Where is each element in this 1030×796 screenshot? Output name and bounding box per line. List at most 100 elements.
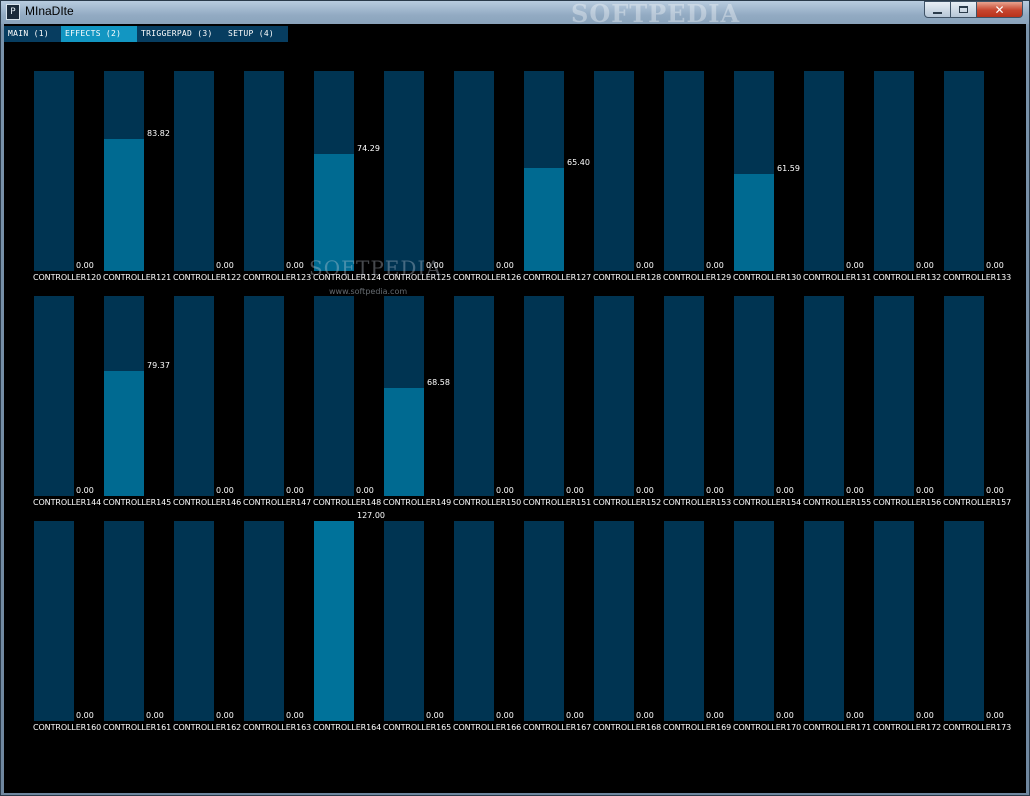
slider-track[interactable] [104,296,144,496]
controller-slider[interactable]: 0.00 CONTROLLER156 [844,296,941,510]
controller-slider[interactable]: 0.00 CONTROLLER146 [144,296,241,510]
slider-track[interactable] [594,296,634,496]
controller-slider[interactable]: 0.00 CONTROLLER148 [284,296,381,510]
controller-slider[interactable]: 127.00 CONTROLLER164 [284,511,385,735]
controller-slider[interactable]: 68.58 CONTROLLER149 [354,296,451,510]
controller-slider[interactable]: 0.00 CONTROLLER122 [144,71,241,285]
slider-track[interactable] [804,521,844,721]
controller-slider[interactable]: 0.00 CONTROLLER165 [354,521,451,735]
slider-track[interactable] [34,521,74,721]
slider-track[interactable] [34,71,74,271]
slider-track[interactable] [454,521,494,721]
controller-slider[interactable]: 0.00 CONTROLLER163 [214,521,311,735]
controller-slider[interactable]: 0.00 CONTROLLER152 [564,296,661,510]
controller-value: 0.00 [216,261,234,270]
controller-slider[interactable]: 0.00 CONTROLLER120 [4,71,101,285]
controller-slider[interactable]: 0.00 CONTROLLER123 [214,71,311,285]
slider-track[interactable] [314,521,354,721]
controller-slider[interactable]: 0.00 CONTROLLER150 [424,296,521,510]
tab-main[interactable]: MAIN (1) [4,26,61,42]
slider-track[interactable] [384,71,424,271]
slider-track[interactable] [664,296,704,496]
controller-slider[interactable]: 0.00 CONTROLLER131 [774,71,871,285]
slider-track[interactable] [874,71,914,271]
controller-slider[interactable]: 0.00 CONTROLLER170 [704,521,801,735]
slider-track[interactable] [244,521,284,721]
maximize-button[interactable] [951,1,977,18]
controller-slider[interactable]: 0.00 CONTROLLER169 [634,521,731,735]
slider-track[interactable] [384,296,424,496]
slider-track[interactable] [874,296,914,496]
controller-slider[interactable]: 0.00 CONTROLLER151 [494,296,591,510]
slider-track[interactable] [734,521,774,721]
controller-slider[interactable]: 0.00 CONTROLLER161 [74,521,171,735]
slider-track[interactable] [104,71,144,271]
slider-track[interactable] [174,296,214,496]
slider-track[interactable] [34,296,74,496]
slider-track[interactable] [314,71,354,271]
slider-track[interactable] [734,71,774,271]
controller-slider[interactable]: 0.00 CONTROLLER160 [4,521,101,735]
slider-track[interactable] [174,521,214,721]
slider-track[interactable] [174,71,214,271]
controller-label: CONTROLLER163 [243,723,312,732]
slider-track[interactable] [244,71,284,271]
slider-track[interactable] [314,296,354,496]
controller-value: 68.58 [427,378,450,387]
controller-slider[interactable]: 0.00 CONTROLLER162 [144,521,241,735]
slider-track[interactable] [664,521,704,721]
slider-track[interactable] [804,71,844,271]
controller-slider[interactable]: 61.59 CONTROLLER130 [704,71,801,285]
slider-track[interactable] [524,521,564,721]
slider-track[interactable] [664,71,704,271]
slider-track[interactable] [104,521,144,721]
slider-track[interactable] [594,521,634,721]
slider-track[interactable] [944,521,984,721]
controller-value: 0.00 [286,486,304,495]
slider-track[interactable] [454,296,494,496]
controller-slider[interactable]: 65.40 CONTROLLER127 [494,71,591,285]
controller-slider[interactable]: 0.00 CONTROLLER173 [914,521,1011,735]
slider-track[interactable] [524,296,564,496]
controller-slider[interactable]: 0.00 CONTROLLER133 [914,71,1011,285]
minimize-button[interactable] [924,1,951,18]
controller-slider[interactable]: 79.37 CONTROLLER145 [74,296,171,510]
controller-slider[interactable]: 0.00 CONTROLLER166 [424,521,521,735]
tab-effects[interactable]: EFFECTS (2) [61,26,137,42]
client-area: MAIN (1) EFFECTS (2) TRIGGERPAD (3) SETU… [4,24,1026,793]
slider-track[interactable] [244,296,284,496]
controller-slider[interactable]: 0.00 CONTROLLER132 [844,71,941,285]
slider-track[interactable] [944,296,984,496]
controller-slider[interactable]: 83.82 CONTROLLER121 [74,71,171,285]
controller-slider[interactable]: 0.00 CONTROLLER153 [634,296,731,510]
controller-slider[interactable]: 0.00 CONTROLLER126 [424,71,521,285]
close-button[interactable]: ✕ [977,1,1023,18]
controller-value: 74.29 [357,144,380,153]
controller-slider[interactable]: 0.00 CONTROLLER155 [774,296,871,510]
slider-track[interactable] [734,296,774,496]
slider-track[interactable] [594,71,634,271]
slider-track[interactable] [524,71,564,271]
title-bar[interactable]: P MInaDIte SOFTPEDIA ✕ [1,0,1029,28]
controller-slider[interactable]: 0.00 CONTROLLER147 [214,296,311,510]
controller-label: CONTROLLER132 [873,273,942,282]
slider-track[interactable] [384,521,424,721]
slider-track[interactable] [874,521,914,721]
tab-setup[interactable]: SETUP (4) [224,26,288,42]
controller-slider[interactable]: 0.00 CONTROLLER125 [354,71,451,285]
slider-track[interactable] [944,71,984,271]
controller-slider[interactable]: 0.00 CONTROLLER167 [494,521,591,735]
controller-slider[interactable]: 0.00 CONTROLLER172 [844,521,941,735]
controller-slider[interactable]: 0.00 CONTROLLER171 [774,521,871,735]
controller-slider[interactable]: 0.00 CONTROLLER154 [704,296,801,510]
slider-track[interactable] [804,296,844,496]
controller-slider[interactable]: 0.00 CONTROLLER168 [564,521,661,735]
slider-track[interactable] [454,71,494,271]
controller-slider[interactable]: 0.00 CONTROLLER129 [634,71,731,285]
controller-slider[interactable]: 0.00 CONTROLLER128 [564,71,661,285]
controller-slider[interactable]: 0.00 CONTROLLER144 [4,296,101,510]
app-icon[interactable]: P [6,4,20,20]
controller-slider[interactable]: 0.00 CONTROLLER157 [914,296,1011,510]
tab-triggerpad[interactable]: TRIGGERPAD (3) [137,26,224,42]
controller-slider[interactable]: 74.29 CONTROLLER124 [284,71,381,285]
